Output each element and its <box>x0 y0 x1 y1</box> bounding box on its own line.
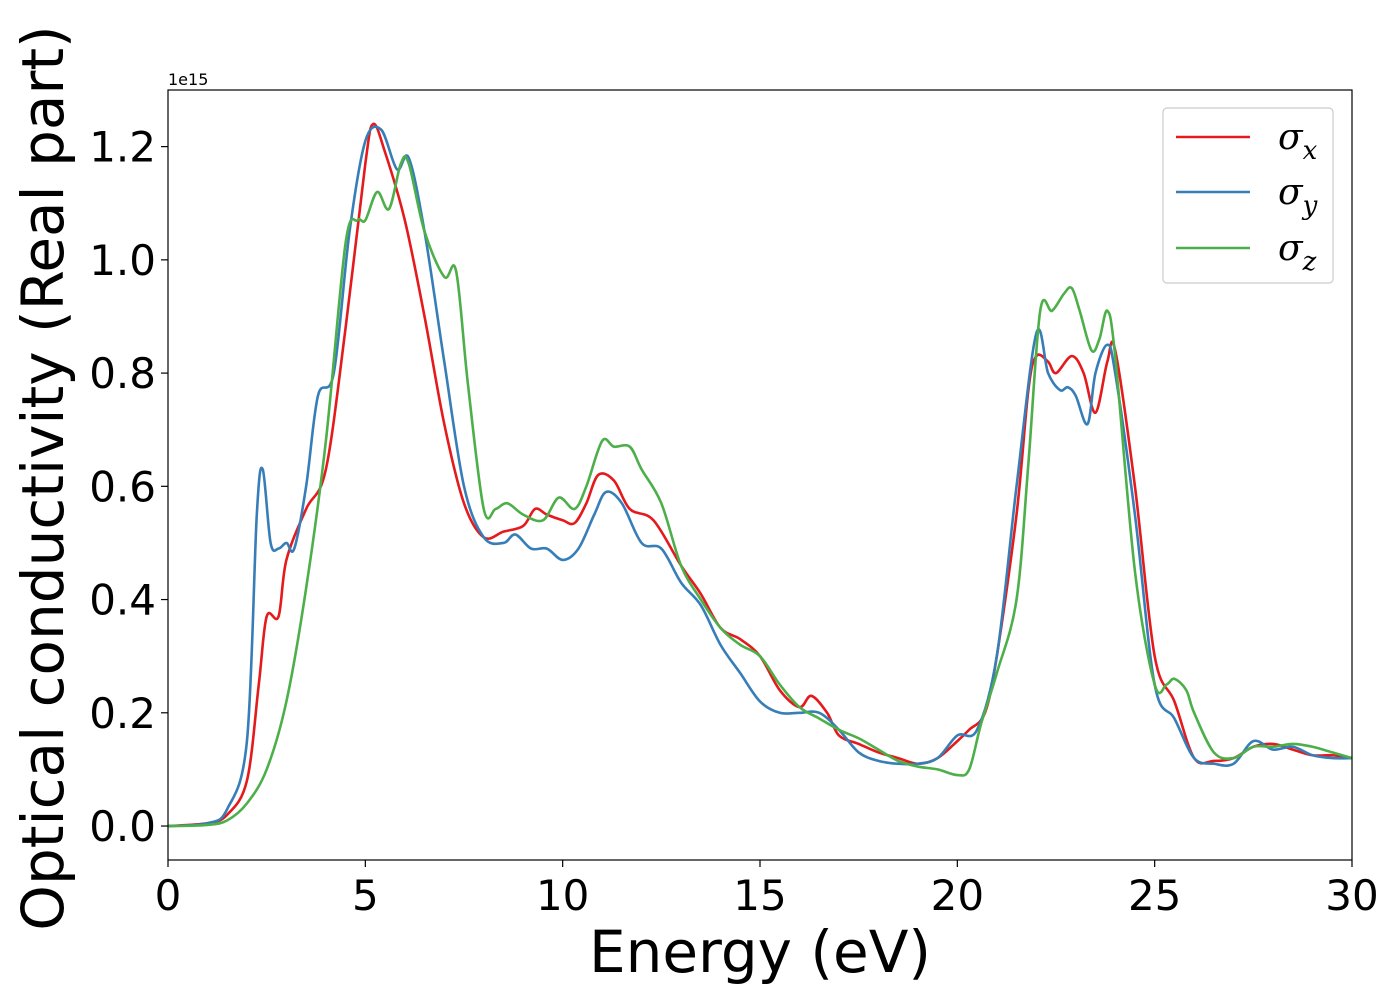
y-tick-label: 0.6 <box>89 462 156 511</box>
y-tick-label: 1.0 <box>89 236 156 285</box>
series-line-z <box>167 155 1353 828</box>
x-tick-label: 5 <box>352 871 379 920</box>
x-tick-label: 25 <box>1128 871 1181 920</box>
legend-label-x: σx <box>1278 117 1318 166</box>
legend-box <box>1162 107 1334 284</box>
legend: σx σy σz <box>1162 107 1334 284</box>
series-layer <box>167 122 1353 828</box>
y-axis-title: Optical conductivity (Real part) <box>9 25 77 930</box>
x-axis: 0 5 10 15 20 25 30 <box>155 860 1379 920</box>
legend-label-z: σz <box>1278 228 1317 277</box>
x-tick-label: 30 <box>1325 871 1378 920</box>
y-tick-label: 0.4 <box>89 576 156 625</box>
y-tick-label: 1.2 <box>89 123 156 172</box>
y-tick-label: 0.0 <box>89 802 156 851</box>
y-tick-label: 0.2 <box>89 689 156 738</box>
x-tick-label: 0 <box>155 871 182 920</box>
x-axis-title: Energy (eV) <box>589 918 931 986</box>
series-line-x <box>167 122 1353 828</box>
y-offset-label: 1e15 <box>168 70 208 89</box>
legend-label-y: σy <box>1278 172 1318 221</box>
y-tick-label: 0.8 <box>89 349 156 398</box>
x-tick-label: 10 <box>536 871 589 920</box>
y-axis: 0.0 0.2 0.4 0.6 0.8 1.0 1.2 <box>89 123 168 851</box>
x-tick-label: 15 <box>733 871 786 920</box>
x-tick-label: 20 <box>931 871 984 920</box>
